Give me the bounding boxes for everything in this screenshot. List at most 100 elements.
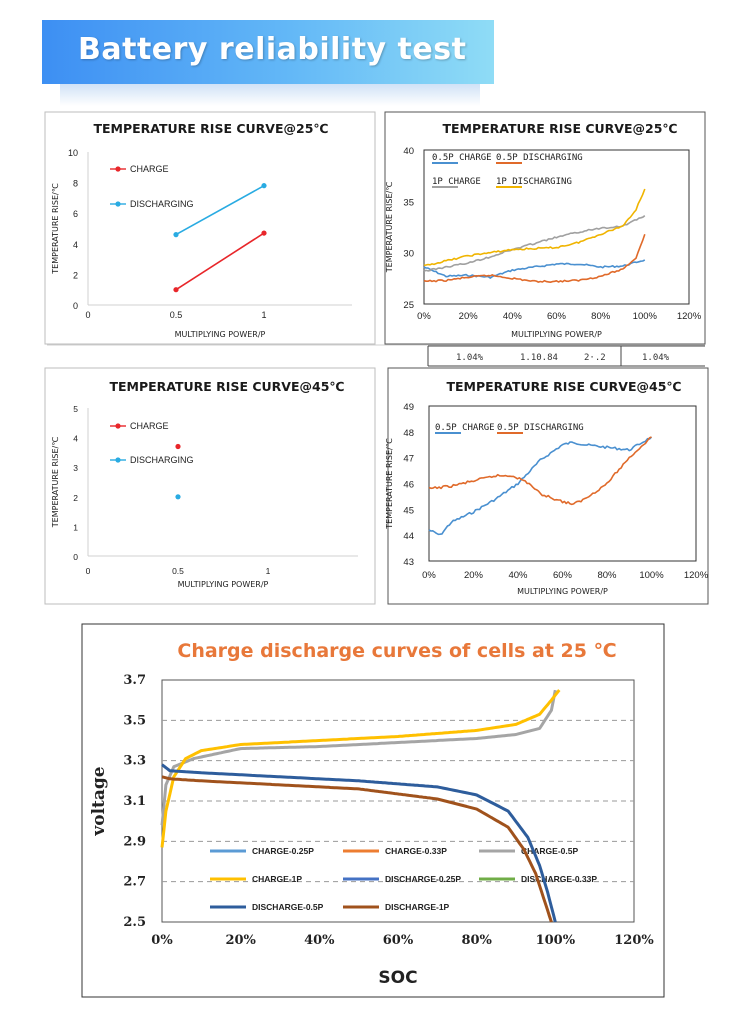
x-tick-label: 80%: [597, 570, 617, 581]
series-line: [423, 233, 646, 283]
x-tick-label: 1: [261, 310, 266, 320]
x-tick-label: 20%: [464, 570, 484, 581]
y-tick-label: 6: [73, 209, 78, 219]
y-tick-label: 3.3: [123, 754, 146, 769]
y-tick-label: 2.9: [123, 834, 146, 849]
x-tick-label: 0.5: [170, 310, 183, 320]
x-tick-label: 40%: [503, 311, 523, 322]
x-tick-label: 20%: [225, 933, 256, 948]
legend-label: DISCHARGING: [130, 199, 194, 209]
y-tick-label: 8: [73, 179, 78, 189]
x-tick-label: 0%: [417, 311, 431, 322]
y-axis-label: voltage: [89, 766, 109, 836]
side-label-strip: 1.04% 1.10.84 2·.2 1.04%: [427, 345, 705, 367]
y-tick-label: 1: [73, 522, 78, 532]
y-tick-label: 2.5: [123, 915, 146, 930]
y-tick-label: 2: [73, 270, 78, 280]
y-tick-label: 5: [73, 404, 78, 414]
series-line: [423, 188, 646, 267]
x-tick-label: 120%: [677, 311, 702, 322]
legend-swatch: [115, 457, 121, 463]
legend-label: CHARGE-1P: [252, 874, 302, 884]
data-point: [261, 230, 267, 236]
legend-swatch: [115, 201, 121, 207]
y-axis-label: TEMPERATURE RISE/℃: [51, 437, 60, 528]
chart-title: TEMPERATURE RISE CURVE@45℃: [109, 379, 344, 394]
legend-label: CHARGE-0.25P: [252, 846, 314, 856]
y-tick-label: 0: [73, 552, 78, 562]
x-axis-label: SOC: [378, 968, 417, 988]
y-tick-label: 2: [73, 493, 78, 503]
series-line: [175, 232, 265, 291]
y-tick-label: 35: [403, 197, 414, 208]
y-tick-label: 4: [73, 240, 78, 250]
data-point: [173, 287, 179, 293]
title-banner: [42, 20, 494, 84]
x-tick-label: 120%: [614, 933, 654, 948]
legend-label: 0.5P DISCHARGING: [496, 153, 583, 163]
y-tick-label: 48: [403, 428, 414, 439]
legend-label: 1P CHARGE: [432, 177, 481, 187]
data-point: [173, 232, 179, 238]
x-tick-label: 100%: [633, 311, 658, 322]
series-line: [428, 436, 653, 536]
x-tick-label: 0%: [422, 570, 436, 581]
chart-1: TEMPERATURE RISE CURVE@25℃ 0 2 4 6 8 10 0 0.5 1 MU…: [51, 121, 352, 339]
y-axis-label: TEMPERATURE RISE/℃: [51, 183, 60, 274]
panel-frames: [44, 111, 709, 998]
legend-label: 0.5P CHARGE: [435, 423, 495, 433]
legend-label: CHARGE-0.5P: [521, 846, 578, 856]
legend-label: CHARGE: [130, 164, 169, 174]
chart-title: TEMPERATURE RISE CURVE@25℃: [93, 121, 328, 136]
y-tick-label: 10: [68, 148, 78, 158]
chart-4: TEMPERATURE RISE CURVE@45℃ 43 44 45 46 47 48 49…: [385, 379, 709, 596]
series-line: [161, 763, 557, 923]
x-axis-label: MULTIPLYING POWER/P: [517, 587, 608, 596]
y-tick-label: 3.1: [123, 794, 146, 809]
legend-label: DISCHARGE-0.5P: [252, 902, 324, 912]
series-line: [423, 259, 646, 279]
series-line: [423, 215, 646, 272]
x-tick-label: 60%: [547, 311, 567, 322]
data-point: [175, 494, 181, 500]
x-tick-label: 0%: [151, 933, 173, 948]
legend-label: 0.5P DISCHARGING: [497, 423, 584, 433]
y-tick-label: 0: [73, 301, 78, 311]
y-tick-label: 45: [403, 505, 414, 516]
plot-frame: [423, 149, 690, 305]
y-tick-label: 3.5: [123, 713, 146, 728]
x-tick-label: 60%: [553, 570, 573, 581]
x-tick-label: 100%: [639, 570, 664, 581]
legend-label: DISCHARGE-0.33P: [521, 874, 597, 884]
x-tick-label: 80%: [591, 311, 611, 322]
chart-2: TEMPERATURE RISE CURVE@25℃ 25 30 35 40 0% 20% 4…: [385, 121, 705, 367]
y-tick-label: 46: [403, 480, 414, 491]
x-tick-label: 0.5: [172, 566, 184, 576]
y-tick-label: 3: [73, 463, 78, 473]
page-title: Battery reliability test: [78, 32, 467, 67]
side-label: 1.04%: [456, 353, 484, 363]
x-tick-label: 0: [85, 310, 90, 320]
chart-title: Charge discharge curves of cells at 25 ℃: [177, 640, 616, 662]
series-line: [160, 689, 557, 826]
data-point: [175, 443, 181, 450]
plot-frame: [428, 405, 697, 562]
y-tick-label: 3.7: [123, 673, 146, 688]
x-tick-label: 60%: [383, 933, 414, 948]
legend-label: DISCHARGE-1P: [385, 902, 450, 912]
y-tick-label: 25: [403, 300, 414, 311]
y-tick-label: 47: [403, 454, 414, 465]
y-tick-label: 43: [403, 557, 414, 568]
legend-label: 0.5P CHARGE: [432, 153, 492, 163]
y-tick-label: 4: [73, 434, 78, 444]
series-line: [175, 185, 265, 236]
x-tick-label: 100%: [536, 933, 576, 948]
x-tick-label: 40%: [304, 933, 335, 948]
legend-swatch: [115, 166, 121, 172]
y-tick-label: 40: [403, 146, 414, 157]
legend-swatch: [115, 423, 121, 429]
x-axis-label: MULTIPLYING POWER/P: [511, 330, 602, 339]
chart-title: TEMPERATURE RISE CURVE@45℃: [446, 379, 681, 394]
banner-shadow: [60, 84, 480, 106]
